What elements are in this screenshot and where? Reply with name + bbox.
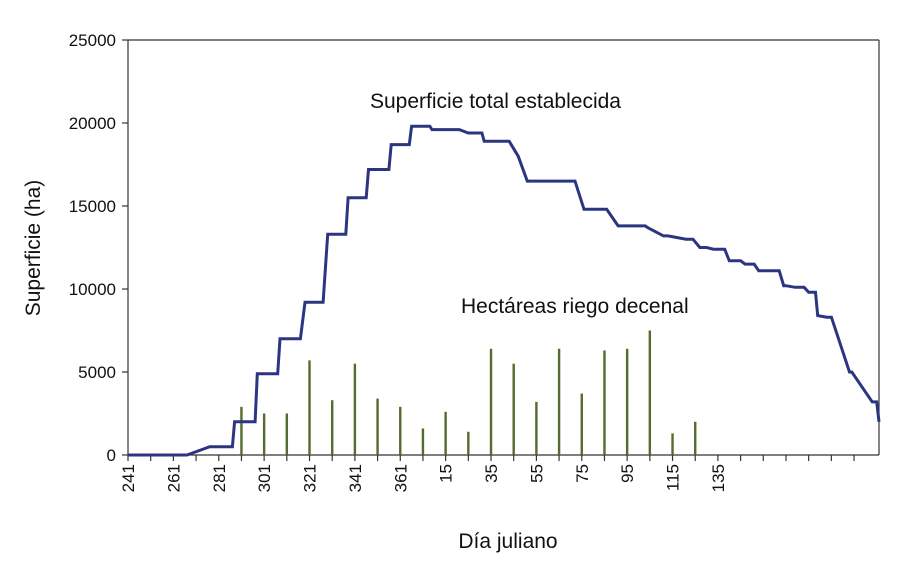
y-tick-label: 20000 — [69, 114, 116, 133]
decenal-bar — [308, 360, 311, 455]
decenal-bar — [376, 398, 379, 455]
total-area-line — [128, 124, 881, 457]
x-tick-label: 35 — [482, 464, 501, 483]
y-axis-title: Superficie (ha) — [22, 180, 45, 317]
x-tick-label: 361 — [391, 464, 410, 492]
decenal-bar — [467, 431, 470, 455]
x-tick-label: 115 — [664, 464, 683, 491]
decenal-bar — [603, 350, 606, 455]
decenal-bar — [694, 421, 697, 455]
decenal-bar — [535, 401, 538, 455]
x-tick-label: 341 — [346, 464, 365, 492]
x-tick-label: 95 — [618, 464, 637, 483]
x-tick-label: 241 — [119, 464, 138, 492]
y-tick-label: 5000 — [78, 363, 116, 382]
x-tick-label: 15 — [437, 464, 456, 483]
y-tick-label: 25000 — [69, 31, 116, 50]
x-axis-title: Día juliano — [458, 530, 557, 553]
decenal-bar — [421, 428, 425, 455]
y-tick-label: 10000 — [69, 280, 116, 299]
decenal-bars — [240, 330, 697, 455]
annotation-total-area: Superficie total establecida — [370, 90, 621, 113]
x-tick-label: 281 — [210, 464, 229, 492]
decenal-bar — [671, 433, 674, 455]
decenal-bar — [399, 406, 402, 455]
y-tick-label: 0 — [107, 446, 116, 465]
decenal-bar — [557, 348, 561, 455]
annotation-decenal-irrigation: Hectáreas riego decenal — [461, 295, 689, 318]
decenal-bar — [580, 393, 583, 455]
axes — [127, 39, 880, 456]
decenal-bar — [444, 411, 447, 455]
decenal-bar — [240, 406, 243, 455]
x-tick-label: 261 — [164, 464, 183, 492]
decenal-bar — [489, 348, 493, 455]
x-ticks: 241 261 281 301 321 341 361 15 35 55 75 95 115 135 — [119, 455, 855, 492]
decenal-bar — [330, 400, 334, 455]
y-tick-label: 15000 — [69, 197, 116, 216]
x-tick-label: 321 — [301, 464, 320, 492]
x-tick-label: 135 — [709, 464, 728, 492]
decenal-bar — [262, 413, 266, 455]
decenal-bar — [285, 413, 289, 455]
decenal-bar — [512, 363, 515, 455]
decenal-bar — [648, 330, 652, 455]
decenal-bar — [625, 348, 629, 455]
x-tick-label: 55 — [527, 464, 546, 483]
y-ticks: 0 5000 10000 15000 20000 25000 — [69, 31, 128, 465]
x-tick-label: 75 — [573, 464, 592, 483]
decenal-bar — [353, 363, 357, 455]
x-tick-label: 301 — [255, 464, 274, 492]
